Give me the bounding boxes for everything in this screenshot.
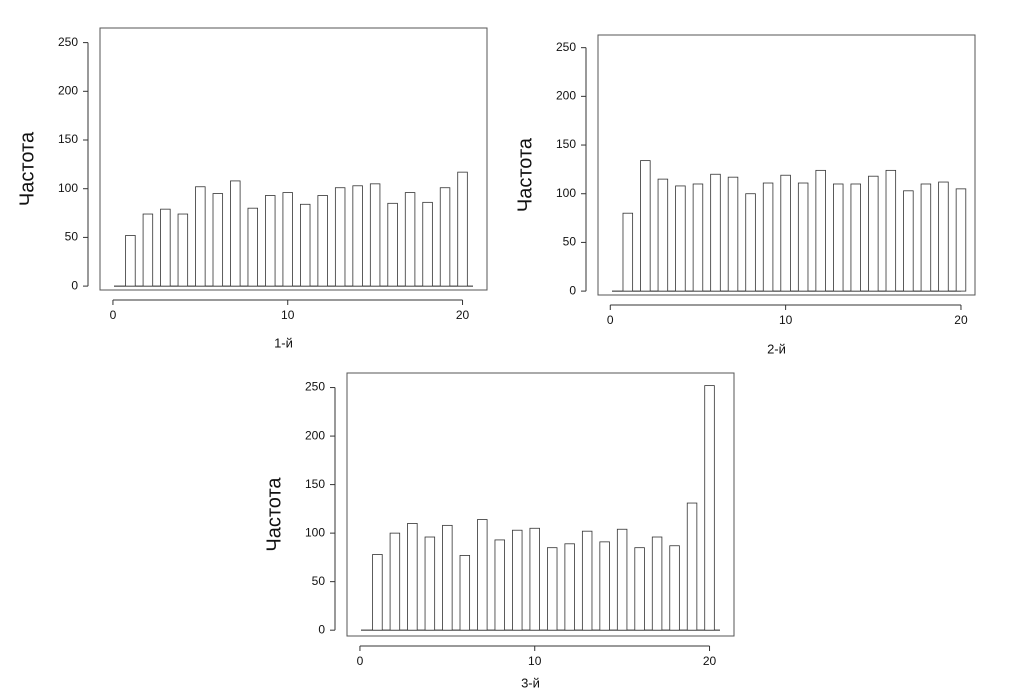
bar bbox=[710, 173, 721, 292]
x-axis-label: 1-й bbox=[274, 335, 293, 350]
bar bbox=[815, 169, 826, 292]
bar bbox=[160, 208, 171, 287]
bar bbox=[692, 183, 704, 292]
bar bbox=[920, 183, 932, 292]
plot-frame bbox=[346, 372, 735, 637]
bar bbox=[265, 195, 276, 287]
y-axis-label: Частота bbox=[514, 137, 536, 212]
bar bbox=[282, 192, 293, 287]
bar bbox=[599, 541, 610, 631]
bar bbox=[669, 545, 680, 631]
bar bbox=[424, 536, 436, 631]
bar bbox=[334, 187, 346, 287]
y-tick-label: 0 bbox=[569, 283, 576, 297]
bar bbox=[797, 182, 809, 292]
y-axis-label: Частота bbox=[263, 477, 285, 552]
bar bbox=[686, 502, 698, 631]
bar bbox=[762, 182, 774, 292]
bar bbox=[529, 527, 540, 631]
bar bbox=[938, 181, 949, 292]
bar bbox=[704, 385, 715, 631]
bar bbox=[903, 190, 914, 292]
y-tick-label: 100 bbox=[58, 181, 78, 195]
y-tick-label: 100 bbox=[556, 186, 576, 200]
y-tick-label: 0 bbox=[71, 278, 78, 292]
x-tick-label: 20 bbox=[456, 308, 470, 322]
bar bbox=[247, 207, 258, 287]
bar bbox=[477, 519, 488, 631]
bar bbox=[727, 176, 739, 292]
bar bbox=[404, 192, 416, 287]
y-tick-label: 150 bbox=[305, 477, 325, 491]
bar bbox=[833, 183, 844, 292]
bar bbox=[352, 185, 363, 287]
plot-frame bbox=[597, 34, 976, 296]
x-tick-label: 10 bbox=[779, 313, 793, 327]
y-tick-label: 150 bbox=[556, 137, 576, 151]
bar bbox=[142, 213, 154, 287]
bar bbox=[442, 524, 453, 631]
bar bbox=[675, 185, 686, 292]
bar bbox=[125, 235, 136, 287]
bar bbox=[547, 547, 558, 631]
bar bbox=[300, 203, 311, 287]
bar bbox=[317, 195, 328, 287]
bar bbox=[622, 212, 634, 292]
plot-frame bbox=[99, 27, 488, 291]
y-tick-label: 0 bbox=[318, 622, 325, 636]
bar bbox=[850, 183, 861, 292]
y-tick-label: 50 bbox=[65, 230, 79, 244]
bar bbox=[868, 175, 879, 292]
bar bbox=[512, 529, 523, 631]
bar bbox=[387, 202, 398, 287]
bar bbox=[389, 532, 401, 631]
bar bbox=[212, 193, 224, 287]
x-tick-label: 0 bbox=[110, 308, 117, 322]
bar bbox=[955, 188, 967, 292]
bar bbox=[564, 543, 575, 631]
x-axis-label: 2-й bbox=[767, 341, 786, 356]
y-tick-label: 250 bbox=[305, 380, 325, 394]
bar bbox=[494, 539, 505, 631]
y-tick-label: 100 bbox=[305, 525, 325, 539]
y-axis-label: Частота bbox=[16, 131, 38, 206]
bar bbox=[407, 523, 418, 631]
bar bbox=[657, 178, 669, 292]
bar bbox=[459, 555, 471, 631]
x-tick-label: 0 bbox=[607, 313, 614, 327]
x-tick-label: 20 bbox=[703, 654, 717, 668]
bar bbox=[372, 554, 383, 631]
x-axis-label: 3-й bbox=[521, 675, 540, 690]
y-tick-label: 50 bbox=[563, 235, 577, 249]
bar bbox=[616, 528, 628, 631]
bar bbox=[195, 186, 206, 287]
bar bbox=[422, 201, 433, 287]
y-tick-label: 200 bbox=[58, 83, 78, 97]
bar bbox=[369, 183, 381, 287]
bar bbox=[177, 213, 189, 287]
bar bbox=[780, 174, 791, 292]
bar bbox=[439, 187, 451, 287]
y-tick-label: 250 bbox=[556, 40, 576, 54]
x-tick-label: 0 bbox=[357, 654, 364, 668]
y-tick-label: 250 bbox=[58, 35, 78, 49]
bar bbox=[745, 193, 756, 292]
bar bbox=[457, 171, 468, 287]
bar bbox=[230, 180, 241, 287]
y-tick-label: 200 bbox=[556, 89, 576, 103]
y-tick-label: 200 bbox=[305, 428, 325, 442]
bar bbox=[581, 530, 593, 631]
y-tick-label: 50 bbox=[312, 574, 326, 588]
bar bbox=[885, 169, 897, 292]
bar bbox=[640, 160, 651, 292]
x-tick-label: 10 bbox=[281, 308, 295, 322]
y-tick-label: 150 bbox=[58, 132, 78, 146]
bar bbox=[634, 547, 645, 631]
x-tick-label: 10 bbox=[528, 654, 542, 668]
x-tick-label: 20 bbox=[954, 313, 968, 327]
bar bbox=[651, 536, 663, 631]
